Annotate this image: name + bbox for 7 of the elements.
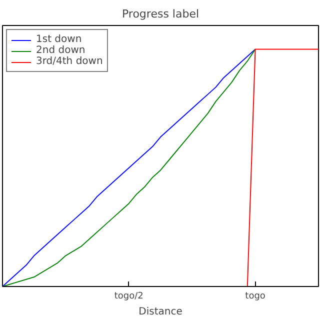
legend-label: 1st down <box>36 34 82 45</box>
chart-title: Progress label <box>122 8 200 20</box>
legend-label: 3rd/4th down <box>36 56 103 67</box>
x-tick-label: togo/2 <box>114 292 144 302</box>
x-tick-label: togo <box>245 292 266 302</box>
x-axis-title: Distance <box>138 306 182 318</box>
legend-label: 2nd down <box>36 45 86 56</box>
